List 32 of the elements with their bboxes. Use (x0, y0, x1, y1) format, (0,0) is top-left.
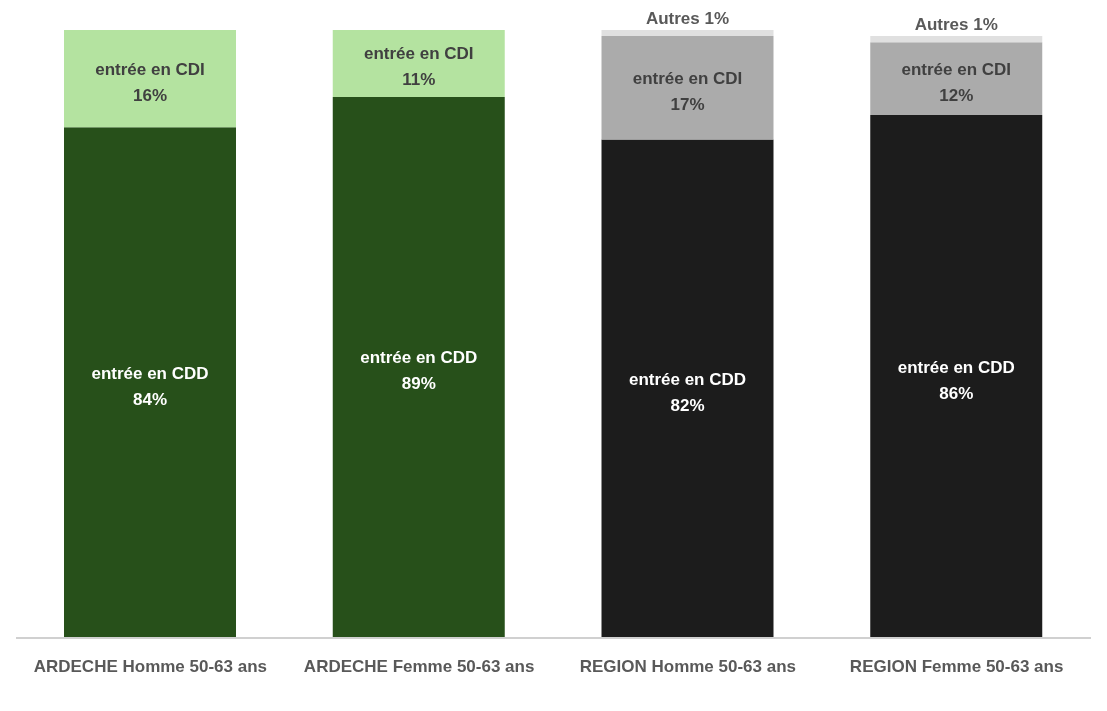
x-tick-label: REGION Femme 50-63 ans (849, 657, 1064, 676)
text: entrée en CDD (897, 357, 1015, 377)
data-label: 89% (401, 374, 436, 394)
bar (870, 42, 1043, 116)
data-label: 17% (670, 94, 705, 114)
text: entrée en CDD (360, 348, 478, 368)
x-tick-label: ARDECHE Femme 50-63 ans (303, 657, 535, 676)
data-label: 86% (939, 383, 974, 403)
text: entrée en CDI (901, 59, 1012, 79)
bar (601, 139, 774, 638)
data-label: 84% (132, 389, 168, 409)
bar (332, 30, 505, 97)
x-tick-label: REGION Homme 50-63 ans (579, 657, 797, 676)
text: entrée en CDI (95, 59, 205, 79)
bar (601, 36, 774, 140)
bar (332, 96, 505, 638)
bar (870, 115, 1043, 638)
data-label: 82% (670, 395, 705, 415)
bar (870, 36, 1043, 43)
text: Autres 1% (645, 9, 730, 28)
bar (64, 127, 236, 638)
series-label: entrée en CDD (628, 369, 747, 389)
series-label: entrée en CDI (363, 44, 474, 64)
bar (64, 30, 236, 128)
data-label: 12% (939, 85, 974, 105)
text: Autres 1% (914, 15, 998, 35)
data-label: 11% (402, 70, 436, 90)
text: entrée en CDD (91, 363, 209, 383)
bar (601, 30, 774, 37)
text: entrée en CDI (632, 68, 743, 88)
data-label: 16% (132, 85, 168, 105)
x-tick-label: ARDECHE Homme 50-63 ans (33, 657, 268, 676)
